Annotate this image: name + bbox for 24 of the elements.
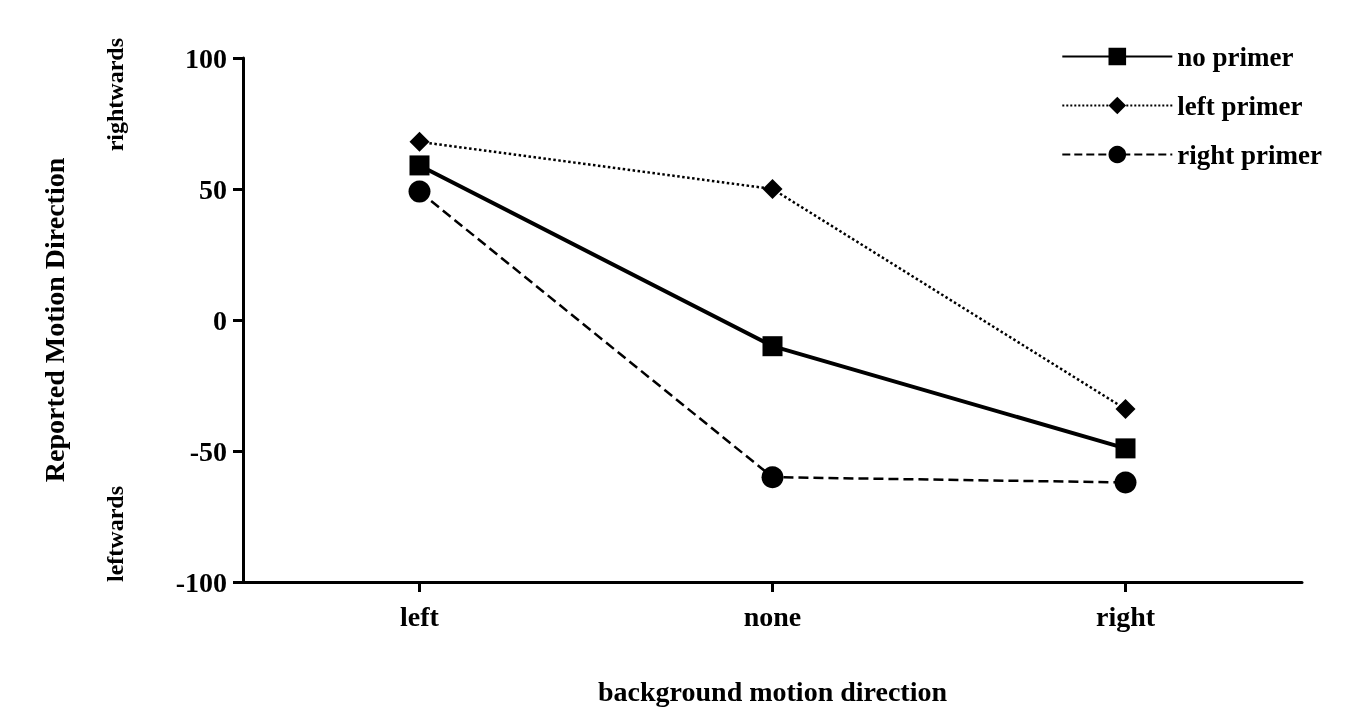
y-tick-label: -50: [189, 435, 227, 467]
y-tick-label: 0: [213, 304, 227, 336]
point: [1115, 438, 1136, 459]
x-tick-label: none: [743, 600, 802, 632]
point: [762, 336, 783, 357]
legend-label: left primer: [1177, 90, 1303, 121]
y-axis-title: Reported Motion Direction: [38, 157, 70, 483]
point: [1114, 471, 1137, 494]
point: [409, 155, 430, 176]
point: [408, 180, 431, 203]
y-tick-label: 100: [185, 42, 227, 74]
text: rightwards: [102, 37, 128, 152]
legend-label: no primer: [1177, 41, 1294, 72]
point: [409, 131, 430, 152]
x-tick-label: right: [1095, 600, 1156, 632]
point: [761, 466, 784, 489]
point: [1115, 399, 1136, 420]
y-tick-label: 50: [199, 173, 227, 205]
point: [762, 179, 783, 199]
legend-label: right primer: [1177, 139, 1323, 170]
y-tick-label: -100: [175, 566, 227, 598]
text: leftwards: [102, 486, 128, 582]
x-axis-title: background motion direction: [597, 675, 948, 707]
x-tick-label: left: [400, 600, 440, 632]
